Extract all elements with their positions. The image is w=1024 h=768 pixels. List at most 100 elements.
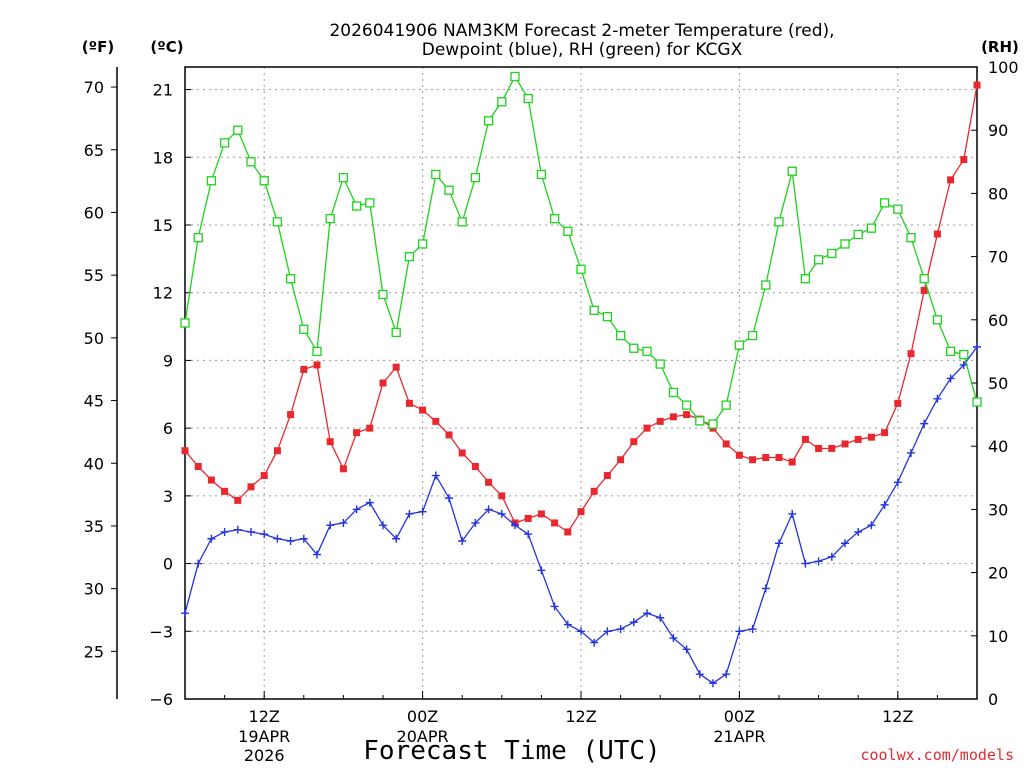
rh-point [272, 217, 283, 227]
temperature-point [326, 438, 334, 446]
dewpoint-point [484, 505, 493, 514]
dewpoint-point [207, 534, 216, 543]
temperature-point [669, 413, 677, 421]
temperature-point [920, 286, 928, 294]
dewpoint-point [431, 471, 440, 480]
temperature-point [379, 379, 387, 387]
rh-tick-label: 60 [988, 311, 1008, 330]
rh-point [695, 416, 705, 426]
temperature-point [551, 519, 559, 527]
dewpoint-point [247, 527, 255, 536]
fahrenheit-tick-label: 25 [84, 642, 104, 661]
temperature-point [973, 81, 981, 89]
fahrenheit-tick-label: 55 [84, 266, 104, 285]
rh-point [761, 280, 771, 290]
rh-point [972, 397, 982, 407]
rh-tick-label: 50 [988, 374, 1008, 393]
x-year-label: 2026 [244, 746, 285, 765]
rh-point [893, 204, 903, 214]
rh-tick-label: 0 [988, 690, 998, 709]
rh-point [549, 214, 560, 224]
x-axis-title: Forecast Time (UTC) [363, 736, 660, 766]
temperature-point [617, 456, 625, 464]
rh-tick-label: 70 [988, 248, 1008, 267]
rh-point [734, 340, 745, 350]
temperature-point [960, 156, 968, 164]
celsius-tick-label: 21 [153, 81, 173, 100]
temperature-point [432, 417, 440, 425]
rh-point [708, 419, 718, 429]
fahrenheit-tick-label: 50 [84, 329, 104, 348]
rh-point [193, 232, 203, 243]
temperature-point [762, 453, 770, 461]
temperature-point [801, 435, 809, 443]
fahrenheit-tick-label: 65 [84, 141, 104, 160]
dewpoint-point [445, 494, 453, 503]
dewpoint-point [946, 374, 955, 383]
axes: −6 −3 0 3 6 9 12 15 18 21 25 30 35 40 45 50 55 60 65 70 0 10 2… [84, 58, 1019, 765]
gridlines [185, 67, 977, 699]
dewpoint-point [313, 550, 321, 559]
rh-point [259, 176, 269, 186]
dewpoint-point [893, 478, 902, 487]
rh-point [602, 311, 613, 322]
temperature-point [247, 483, 255, 491]
temperature-point [894, 399, 902, 407]
temperature-point [947, 176, 955, 184]
rh-point [470, 172, 481, 183]
dewpoint-point [709, 679, 717, 688]
rh-point [497, 97, 507, 107]
temperature-point [207, 476, 215, 484]
rh-tick-label: 20 [988, 564, 1008, 583]
dewpoint-point [695, 670, 704, 679]
dewpoint-point [220, 527, 229, 536]
rh-point [285, 274, 296, 284]
dewpoint-point [233, 525, 242, 534]
data-series [180, 71, 982, 688]
dewpoint-point [682, 645, 691, 654]
temperature-point [643, 424, 651, 432]
rh-point [351, 201, 362, 211]
celsius-tick-label: 18 [153, 148, 173, 167]
dewpoint-point [524, 530, 533, 539]
dewpoint-point [603, 627, 612, 636]
dewpoint-point [669, 634, 678, 643]
unit-label-fahrenheit: (ºF) [82, 38, 114, 56]
temperature-point [683, 411, 691, 419]
rh-point [787, 166, 797, 176]
dewpoint-point [405, 509, 414, 518]
rh-point [932, 315, 943, 325]
x-tick-label: 00Z [407, 707, 438, 726]
dewpoint-point [550, 602, 559, 611]
temperature-point [458, 449, 466, 457]
dewpoint-point [616, 625, 625, 634]
temperature-point [564, 528, 572, 536]
rh-tick-label: 10 [988, 627, 1008, 646]
dewpoint-point [458, 537, 467, 545]
dewpoint-point [194, 559, 203, 568]
dewpoint-point [537, 566, 546, 575]
rh-point [853, 229, 863, 240]
rh-point [523, 93, 533, 104]
dewpoint-point [286, 537, 295, 545]
rh-point [629, 343, 639, 353]
temperature-point [735, 451, 743, 459]
temperature-point [181, 447, 189, 455]
rh-point [378, 289, 388, 300]
dewpoint-point [326, 521, 335, 530]
celsius-tick-label: −3 [149, 622, 173, 641]
celsius-tick-label: 15 [153, 216, 173, 235]
rh-point [906, 232, 916, 243]
temperature-point [471, 463, 479, 471]
x-tick-label: 12Z [882, 707, 913, 726]
fahrenheit-tick-label: 40 [84, 454, 104, 473]
rh-tick-label: 80 [988, 184, 1008, 203]
rh-tick-label: 40 [988, 437, 1008, 456]
temperature-point [788, 458, 796, 466]
temperature-point [419, 406, 427, 414]
rh-point [840, 239, 850, 249]
dewpoint-point [299, 534, 308, 543]
dewpoint-point [801, 559, 810, 568]
temperature-point [590, 487, 598, 495]
temperature-point [405, 399, 413, 407]
